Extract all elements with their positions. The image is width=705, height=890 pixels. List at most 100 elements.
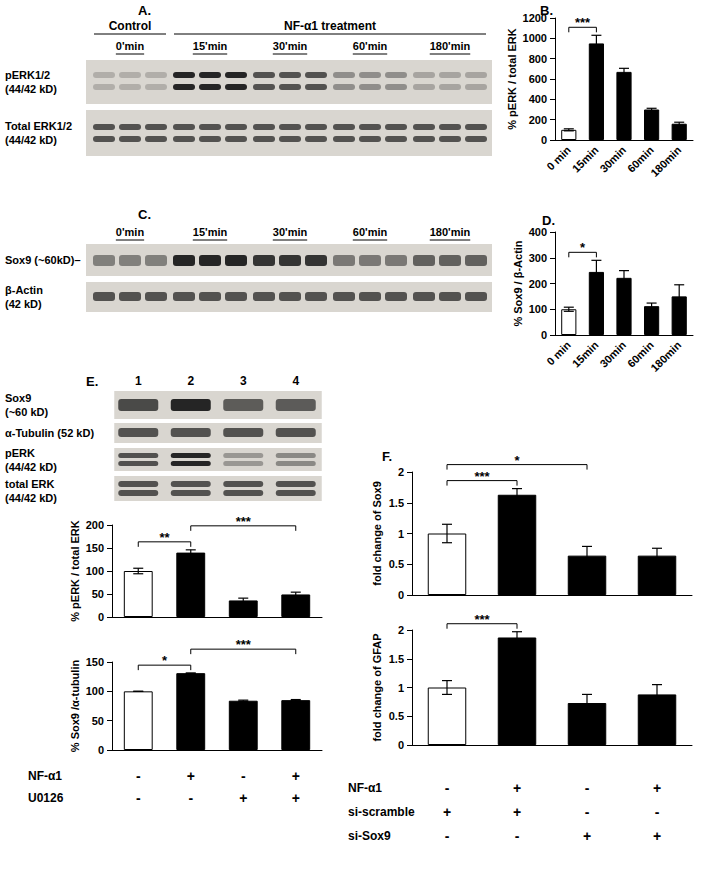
svg-text:+: +	[653, 780, 661, 796]
svg-text:U0126: U0126	[28, 791, 64, 805]
svg-text:200: 200	[529, 278, 547, 290]
svg-text:400: 400	[529, 226, 547, 238]
svg-text:A.: A.	[138, 3, 151, 18]
svg-text:100: 100	[529, 303, 547, 315]
svg-text:C.: C.	[138, 207, 151, 222]
svg-text:Sox9: Sox9	[5, 392, 31, 404]
svg-text:1.5: 1.5	[389, 497, 404, 509]
svg-text:0: 0	[541, 134, 547, 146]
svg-text:180min: 180min	[648, 339, 683, 374]
svg-text:0: 0	[398, 589, 404, 601]
svg-text:Total ERK1/2: Total ERK1/2	[5, 120, 72, 132]
svg-text:4: 4	[292, 374, 299, 388]
svg-text:1: 1	[398, 682, 404, 694]
svg-text:(44/42 kD): (44/42 kD)	[5, 134, 57, 146]
svg-text:-: -	[445, 828, 450, 844]
svg-text:(44/42 kD): (44/42 kD)	[5, 83, 57, 95]
svg-text:E.: E.	[86, 374, 98, 389]
svg-text:***: ***	[575, 15, 591, 30]
svg-text:-: -	[445, 780, 450, 796]
svg-text:15'min: 15'min	[193, 40, 228, 52]
svg-text:800: 800	[529, 53, 547, 65]
svg-text:1000: 1000	[523, 32, 547, 44]
svg-text:150: 150	[86, 542, 104, 554]
svg-text:NF-α1: NF-α1	[28, 769, 62, 783]
svg-text:pERK: pERK	[5, 447, 35, 459]
svg-text:si-Sox9: si-Sox9	[348, 829, 391, 843]
svg-text:0.5: 0.5	[389, 558, 404, 570]
svg-text:100: 100	[86, 565, 104, 577]
svg-text:fold change of Sox9: fold change of Sox9	[371, 481, 383, 586]
svg-text:*: *	[162, 653, 168, 668]
svg-text:-: -	[136, 790, 141, 806]
svg-text:-: -	[585, 804, 590, 820]
svg-text:30min: 30min	[597, 144, 628, 175]
svg-text:si-scramble: si-scramble	[348, 805, 415, 819]
svg-text:30'min: 30'min	[273, 226, 308, 238]
svg-text:1: 1	[398, 528, 404, 540]
svg-text:% pERK / total ERK: % pERK / total ERK	[506, 28, 518, 130]
svg-text:-: -	[515, 828, 520, 844]
svg-text:(42 kD): (42 kD)	[5, 298, 42, 310]
svg-text:-: -	[241, 768, 246, 784]
svg-text:15'min: 15'min	[193, 226, 228, 238]
svg-text:30min: 30min	[597, 339, 628, 370]
svg-text:200: 200	[86, 519, 104, 531]
svg-text:NF-α1 treatment: NF-α1 treatment	[284, 19, 376, 33]
svg-text:15min: 15min	[570, 144, 601, 175]
svg-text:0 min: 0 min	[544, 144, 573, 173]
svg-text:fold change of GFAP: fold change of GFAP	[371, 633, 383, 741]
svg-text:0'min: 0'min	[116, 40, 145, 52]
svg-text:(44/42 kD): (44/42 kD)	[5, 492, 57, 504]
svg-text:0 min: 0 min	[544, 339, 573, 368]
svg-text:-: -	[655, 804, 660, 820]
svg-text:1.5: 1.5	[389, 653, 404, 665]
svg-text:300: 300	[529, 252, 547, 264]
svg-text:180'min: 180'min	[430, 40, 471, 52]
svg-text:180min: 180min	[648, 144, 683, 179]
svg-text:50: 50	[92, 715, 104, 727]
svg-text:α-Tubulin (52 kD): α-Tubulin (52 kD)	[5, 427, 94, 439]
svg-text:% Sox9 / β-Actin: % Sox9 / β-Actin	[512, 240, 524, 326]
svg-text:+: +	[653, 828, 661, 844]
svg-text:2: 2	[187, 374, 194, 388]
svg-text:D.: D.	[542, 213, 555, 228]
svg-text:200: 200	[529, 114, 547, 126]
svg-text:+: +	[292, 768, 300, 784]
svg-text:15min: 15min	[570, 339, 601, 370]
svg-text:3: 3	[240, 374, 247, 388]
svg-text:600: 600	[529, 73, 547, 85]
svg-text:***: ***	[236, 514, 252, 529]
svg-text:50: 50	[92, 588, 104, 600]
svg-text:*: *	[580, 240, 586, 255]
svg-text:B.: B.	[540, 3, 553, 18]
svg-text:0: 0	[98, 611, 104, 623]
svg-text:(44/42 kD): (44/42 kD)	[5, 461, 57, 473]
svg-text:100: 100	[86, 685, 104, 697]
svg-text:+: +	[513, 780, 521, 796]
svg-text:+: +	[187, 768, 195, 784]
svg-text:+: +	[292, 790, 300, 806]
svg-text:***: ***	[474, 469, 490, 484]
svg-text:β-Actin: β-Actin	[5, 284, 43, 296]
svg-text:400: 400	[529, 93, 547, 105]
svg-text:F.: F.	[382, 449, 392, 464]
svg-text:**: **	[159, 530, 170, 545]
svg-text:***: ***	[236, 637, 252, 652]
svg-text:0'min: 0'min	[116, 226, 145, 238]
svg-text:-: -	[188, 790, 193, 806]
svg-text:2: 2	[398, 624, 404, 636]
svg-text:+: +	[583, 828, 591, 844]
svg-text:pERK1/2: pERK1/2	[5, 69, 50, 81]
svg-text:150: 150	[86, 656, 104, 668]
svg-text:60'min: 60'min	[353, 226, 388, 238]
svg-text:Sox9 (~60kD)–: Sox9 (~60kD)–	[5, 254, 81, 266]
svg-text:1: 1	[135, 374, 142, 388]
svg-text:30'min: 30'min	[273, 40, 308, 52]
svg-text:+: +	[513, 804, 521, 820]
svg-text:0: 0	[398, 739, 404, 751]
svg-text:total ERK: total ERK	[5, 478, 55, 490]
svg-text:+: +	[239, 790, 247, 806]
svg-text:0: 0	[541, 329, 547, 341]
svg-text:% Sox9 /α-tubulin: % Sox9 /α-tubulin	[69, 660, 81, 753]
